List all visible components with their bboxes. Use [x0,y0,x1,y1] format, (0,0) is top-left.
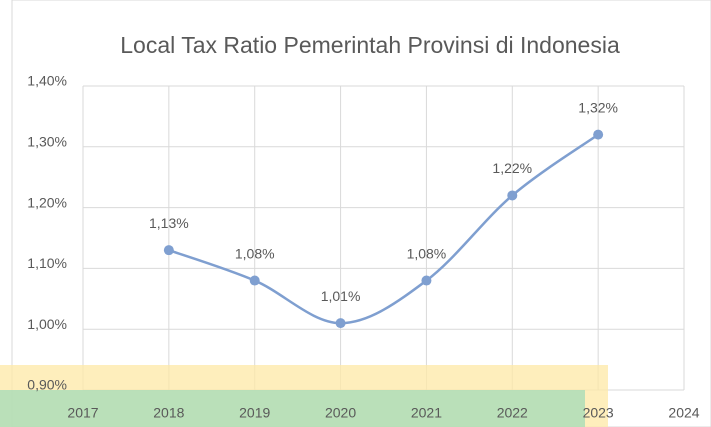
data-label: 1,08% [235,245,275,261]
data-label: 1,13% [149,215,189,231]
data-point [335,318,346,329]
data-point [507,190,518,201]
x-tick-label: 2018 [153,405,184,421]
data-point [421,275,432,286]
data-point [163,245,174,256]
x-tick-label: 2019 [239,405,270,421]
x-tick-label: 2022 [497,405,528,421]
chart-frame [11,0,711,427]
data-point [249,275,260,286]
y-tick-label: 0,90% [27,377,67,393]
data-label: 1,32% [578,99,618,115]
y-tick-label: 1,10% [27,255,67,271]
x-tick-label: 2020 [325,405,356,421]
x-tick-label: 2017 [67,405,98,421]
y-tick-label: 1,20% [27,194,67,210]
x-tick-label: 2024 [668,405,699,421]
data-label: 1,22% [492,160,532,176]
x-tick-label: 2021 [411,405,442,421]
data-point [593,129,604,140]
chart-title: Local Tax Ratio Pemerintah Provinsi di I… [120,32,620,58]
x-tick-label: 2023 [583,405,614,421]
data-label: 1,08% [407,245,447,261]
y-tick-label: 1,30% [27,134,67,150]
y-tick-label: 1,40% [27,73,67,89]
data-label: 1,01% [321,288,361,304]
y-tick-label: 1,00% [27,316,67,332]
highlight-green [0,390,585,427]
